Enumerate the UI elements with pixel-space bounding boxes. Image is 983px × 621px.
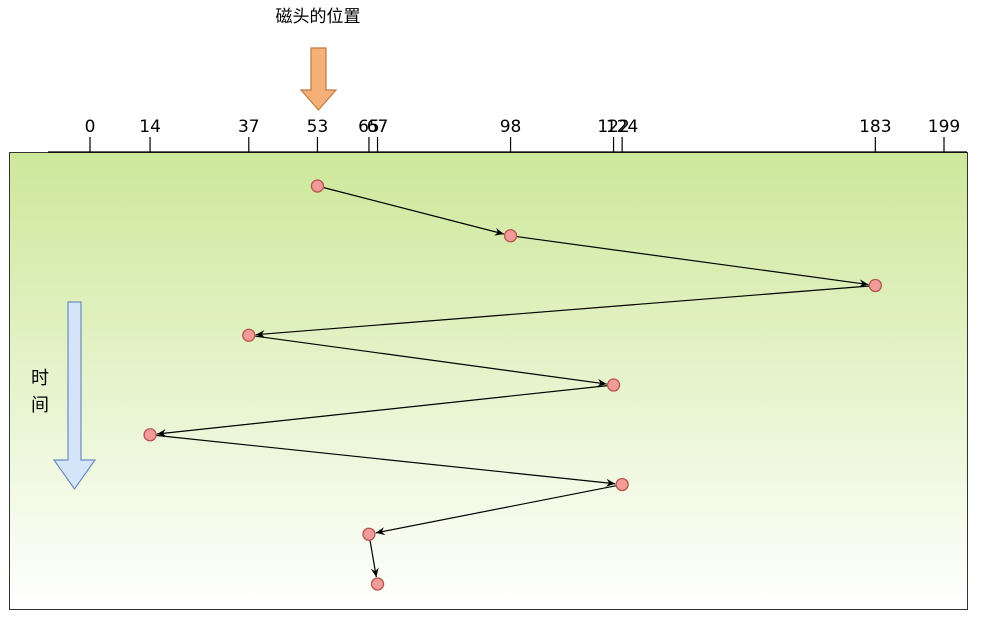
request-node <box>242 328 256 342</box>
request-node <box>503 229 518 243</box>
axis-tick-label: 67 <box>367 117 389 137</box>
axis-tick-label: 183 <box>859 117 891 137</box>
axis-tick-label: 0 <box>85 117 96 137</box>
seek-arrow <box>254 335 607 387</box>
time-arrow <box>52 301 97 491</box>
request-node <box>615 477 629 492</box>
seek-arrow <box>156 385 608 438</box>
seek-arrow <box>255 285 870 338</box>
head-position-arrow <box>299 47 338 111</box>
axis-tick-label: 53 <box>307 117 329 137</box>
seek-path <box>155 186 870 578</box>
request-node <box>606 378 621 392</box>
time-label-1: 时 <box>31 368 49 389</box>
axis-tick-label: 122 <box>597 117 629 137</box>
request-nodes <box>143 179 882 591</box>
time-label-2: 间 <box>31 395 49 416</box>
axis-tick-label: 65 <box>358 117 380 137</box>
axis-tick-label: 199 <box>928 117 960 137</box>
request-node <box>310 179 325 193</box>
seek-arrow <box>516 235 869 288</box>
axis-tick-label: 37 <box>238 117 260 137</box>
request-node <box>362 527 376 541</box>
seek-arrow <box>375 485 617 536</box>
request-node <box>370 577 385 591</box>
request-node <box>868 278 882 293</box>
axis-ticks <box>89 137 945 152</box>
request-node <box>143 428 157 442</box>
axis-tick-label: 14 <box>139 117 161 137</box>
axis-tick-label: 124 <box>606 117 638 137</box>
timeline-panel <box>9 152 968 610</box>
seek-arrow <box>155 434 616 487</box>
seek-arrow <box>369 540 379 578</box>
head-position-label: 磁头的位置 <box>276 7 361 27</box>
axis-tick-label: 98 <box>500 117 522 137</box>
seek-arrow <box>323 186 504 236</box>
